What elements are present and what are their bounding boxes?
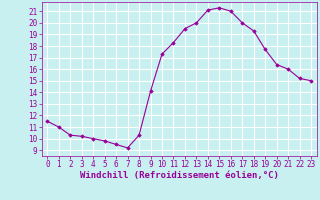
X-axis label: Windchill (Refroidissement éolien,°C): Windchill (Refroidissement éolien,°C)	[80, 171, 279, 180]
